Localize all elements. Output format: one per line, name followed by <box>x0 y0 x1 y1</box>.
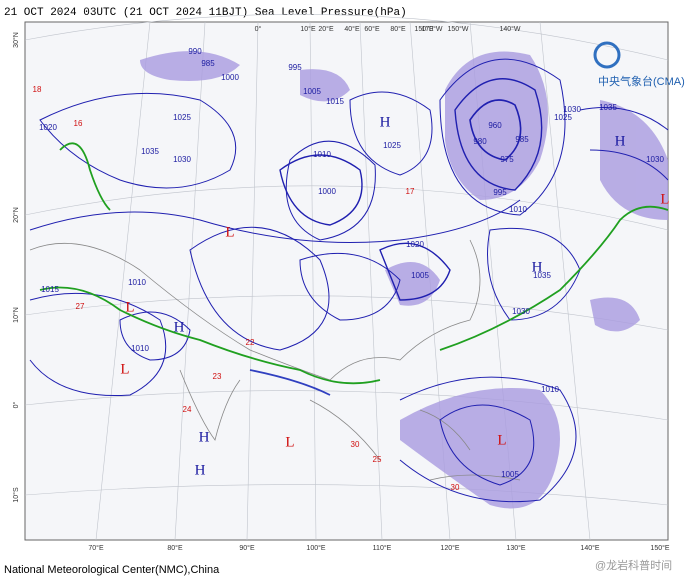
pressure-center: H <box>532 259 543 275</box>
isobar-label: 1005 <box>501 470 519 479</box>
graticule <box>24 13 669 541</box>
longitude-label: 100°E <box>306 544 325 552</box>
longitude-label: 70°E <box>88 544 104 552</box>
latitude-label: 0° <box>12 401 20 408</box>
top-label: 150°E <box>414 25 433 33</box>
station-label: 16 <box>74 119 83 128</box>
isobar-label: 1035 <box>599 103 617 112</box>
isobar-label: 1010 <box>509 205 527 214</box>
station-label: 18 <box>33 85 42 94</box>
station-label: 17 <box>406 187 415 196</box>
isobar-label: 1025 <box>383 141 401 150</box>
isobar-label: 1025 <box>173 113 191 122</box>
fronts <box>39 142 669 396</box>
isobar-label: 985 <box>201 59 215 68</box>
isobar-label: 995 <box>288 63 302 72</box>
isobar-label: 990 <box>188 47 202 56</box>
longitude-label: 150°E <box>650 544 669 552</box>
pressure-center: H <box>380 114 391 130</box>
top-label: 10°E <box>300 25 316 33</box>
top-label: 150°W <box>447 25 468 33</box>
logo-text: 中央气象台(CMA) <box>598 74 685 88</box>
cma-logo: 中央气象台(CMA) <box>593 41 685 88</box>
isobar-label: 1030 <box>512 307 530 316</box>
pressure-center: L <box>497 432 506 448</box>
isobar-label: 1025 <box>554 113 572 122</box>
top-label: 60°E <box>364 25 380 33</box>
isobar-label: 980 <box>473 137 487 146</box>
isobar-label: 975 <box>500 155 514 164</box>
top-label: 20°E <box>318 25 334 33</box>
map-labels: 70°E 80°E 90°E 100°E 110°E 120°E 130°E 140°E 150… <box>12 25 670 552</box>
isobar-label: 995 <box>493 188 507 197</box>
isobar-label: 1010 <box>128 278 146 287</box>
footer-credit: National Meteorological Center(NMC),Chin… <box>4 564 220 576</box>
latitude-label: 20°N <box>12 207 20 223</box>
isobar-label: 1030 <box>646 155 664 164</box>
station-label: 30 <box>451 483 460 492</box>
pressure-center: H <box>615 133 626 149</box>
longitude-label: 120°E <box>440 544 459 552</box>
longitude-label: 80°E <box>167 544 183 552</box>
map-frame <box>24 21 669 541</box>
latitude-label: 10°N <box>12 307 20 323</box>
isobar-label: 1010 <box>313 150 331 159</box>
top-label: 40°E <box>344 25 360 33</box>
longitude-label: 90°E <box>239 544 255 552</box>
isobar-label: 1035 <box>141 147 159 156</box>
top-label: 170°W <box>421 25 442 33</box>
isobar-label: 1005 <box>303 87 321 96</box>
pressure-center: H <box>199 429 210 445</box>
isobar-label: 960 <box>488 121 502 130</box>
pressure-center: L <box>125 299 134 315</box>
isobar-label: 985 <box>515 135 529 144</box>
isobar-label: 1020 <box>39 123 57 132</box>
isobar-label: 1020 <box>406 240 424 249</box>
pressure-center: L <box>225 224 234 240</box>
top-label: 80°E <box>390 25 406 33</box>
pressure-center: L <box>660 191 669 207</box>
isobar-label: 1015 <box>326 97 344 106</box>
pressure-center: H <box>174 319 185 335</box>
latitude-label: 10°S <box>12 487 20 503</box>
pressure-center: H <box>195 462 206 478</box>
isobar-label: 1010 <box>541 385 559 394</box>
isobar-label: 1015 <box>41 285 59 294</box>
coastlines <box>29 239 521 481</box>
map-title: 21 OCT 2024 03UTC (21 OCT 2024 11BJT) Se… <box>4 7 407 19</box>
station-label: 22 <box>246 338 255 347</box>
station-label: 23 <box>213 372 222 381</box>
isobar-label: 1005 <box>411 271 429 280</box>
station-label: 27 <box>76 302 85 311</box>
pressure-center: L <box>120 361 129 377</box>
isobar-label: 1000 <box>318 187 336 196</box>
watermark: @龙岩科普时间 <box>595 558 672 572</box>
top-label: 140°W <box>499 25 520 33</box>
isobar-label: 1000 <box>221 73 239 82</box>
precipitation-areas <box>140 51 668 509</box>
station-label: 25 <box>373 455 382 464</box>
top-label: 0° <box>255 25 262 33</box>
longitude-label: 140°E <box>580 544 599 552</box>
station-label: 24 <box>183 405 192 414</box>
isobars <box>29 58 669 503</box>
longitude-label: 130°E <box>506 544 525 552</box>
isobar-label: 1010 <box>131 344 149 353</box>
station-label: 30 <box>351 440 360 449</box>
latitude-label: 30°N <box>12 32 20 48</box>
isobar-label: 1035 <box>533 271 551 280</box>
longitude-label: 110°E <box>373 544 392 552</box>
pressure-center: L <box>285 434 294 450</box>
isobar-label: 1030 <box>563 105 581 114</box>
isobar-label: 1030 <box>173 155 191 164</box>
